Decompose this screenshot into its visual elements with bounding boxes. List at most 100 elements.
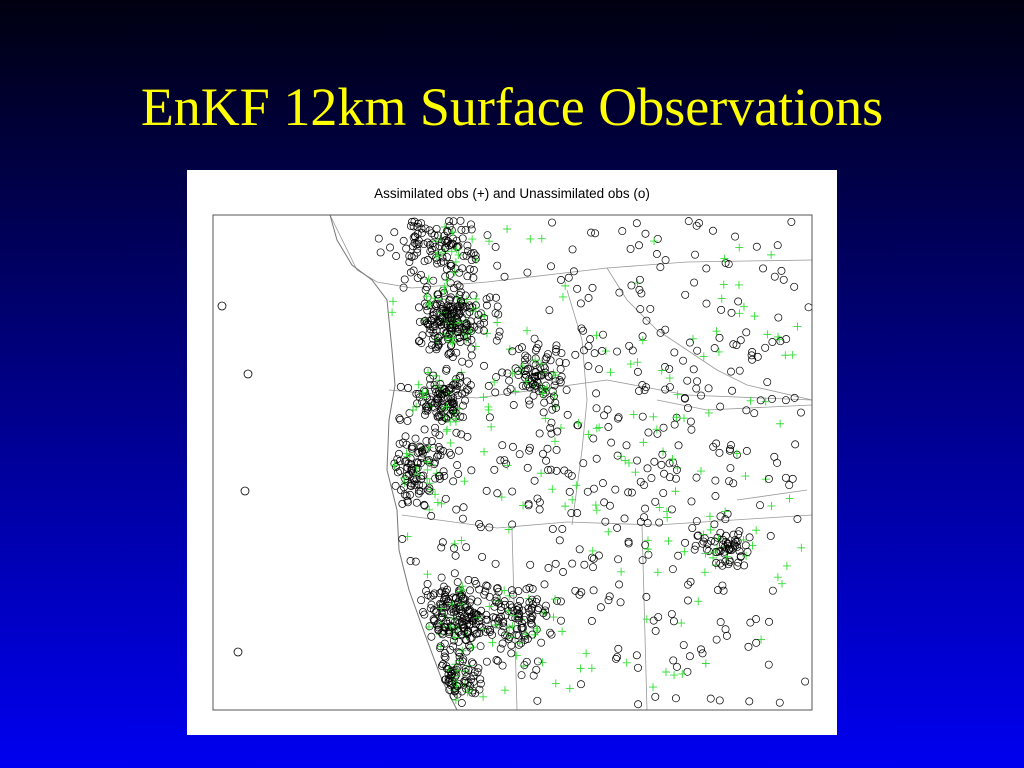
obs-marker <box>750 312 759 321</box>
obs-marker <box>376 248 385 257</box>
obs-marker <box>721 625 730 634</box>
obs-marker <box>464 606 473 615</box>
obs-marker <box>732 449 741 458</box>
obs-marker <box>624 537 633 546</box>
obs-marker <box>420 500 429 509</box>
obs-marker <box>709 226 717 235</box>
obs-marker <box>589 434 598 443</box>
obs-marker <box>539 362 548 371</box>
obs-marker <box>716 559 725 568</box>
obs-marker <box>774 313 783 322</box>
obs-marker <box>739 302 748 311</box>
obs-marker <box>530 384 539 393</box>
obs-marker <box>502 459 511 468</box>
obs-marker <box>635 241 643 250</box>
obs-marker <box>514 586 523 595</box>
obs-marker <box>669 617 678 626</box>
obs-marker <box>590 484 598 493</box>
obs-marker <box>490 378 499 387</box>
obs-marker <box>552 596 561 605</box>
obs-marker <box>431 474 440 483</box>
obs-marker <box>451 696 460 705</box>
obs-marker <box>471 254 480 263</box>
obs-marker <box>767 501 776 510</box>
obs-marker <box>520 367 529 376</box>
obs-marker <box>575 545 584 554</box>
obs-marker <box>592 424 601 433</box>
obs-marker <box>453 578 462 587</box>
obs-marker <box>506 384 515 393</box>
obs-marker <box>480 361 489 370</box>
obs-marker <box>427 511 436 520</box>
obs-marker <box>699 537 708 546</box>
obs-marker <box>374 234 383 243</box>
obs-marker <box>637 289 646 298</box>
obs-marker <box>451 551 460 560</box>
obs-marker <box>766 532 775 540</box>
obs-marker <box>441 272 450 281</box>
obs-marker <box>441 587 450 596</box>
obs-marker <box>469 265 478 274</box>
obs-marker <box>518 606 527 615</box>
obs-marker <box>457 430 466 439</box>
obs-marker <box>577 324 586 333</box>
obs-marker <box>402 449 411 458</box>
plot-frame <box>212 214 813 711</box>
obs-marker <box>427 341 436 350</box>
obs-marker <box>457 225 466 234</box>
obs-marker <box>448 680 457 688</box>
obs-marker <box>458 582 467 591</box>
obs-marker <box>480 313 488 322</box>
obs-marker <box>437 543 446 552</box>
obs-marker <box>447 395 456 404</box>
obs-marker <box>694 531 703 540</box>
obs-marker <box>388 308 397 317</box>
obs-marker <box>452 604 460 612</box>
obs-marker <box>425 329 434 338</box>
obs-marker <box>438 314 447 322</box>
obs-marker <box>603 405 612 414</box>
obs-marker <box>462 636 471 645</box>
obs-marker <box>497 628 506 637</box>
obs-marker <box>435 589 444 598</box>
obs-marker <box>528 595 536 604</box>
obs-marker <box>539 390 548 399</box>
obs-marker <box>613 523 622 532</box>
obs-marker <box>719 280 728 289</box>
obs-marker <box>665 473 674 482</box>
obs-marker <box>788 474 797 483</box>
obs-marker <box>657 460 666 469</box>
obs-marker <box>413 229 422 238</box>
obs-marker <box>680 394 689 403</box>
obs-marker <box>456 337 465 346</box>
obs-marker <box>768 586 777 595</box>
obs-marker <box>476 679 485 688</box>
obs-marker <box>670 671 679 680</box>
obs-marker <box>622 441 631 450</box>
obs-marker <box>537 469 546 478</box>
obs-marker <box>406 268 415 277</box>
obs-marker <box>551 595 560 604</box>
obs-marker <box>483 582 492 591</box>
obs-marker <box>692 221 701 230</box>
obs-marker <box>508 369 517 378</box>
obs-marker <box>448 677 457 686</box>
obs-marker <box>638 381 647 389</box>
obs-marker <box>509 590 518 599</box>
obs-marker <box>549 392 558 401</box>
obs-marker <box>444 400 453 409</box>
obs-marker <box>442 662 451 671</box>
obs-marker <box>421 410 429 419</box>
obs-marker <box>500 272 509 281</box>
obs-marker <box>402 491 411 500</box>
obs-marker <box>450 268 459 277</box>
obs-marker <box>507 641 516 650</box>
obs-marker <box>525 583 534 592</box>
obs-marker <box>701 659 710 668</box>
obs-marker <box>454 616 463 625</box>
obs-marker <box>514 640 523 649</box>
obs-marker <box>448 353 457 362</box>
obs-marker <box>402 471 411 480</box>
obs-marker <box>461 388 470 397</box>
obs-marker <box>476 642 485 651</box>
